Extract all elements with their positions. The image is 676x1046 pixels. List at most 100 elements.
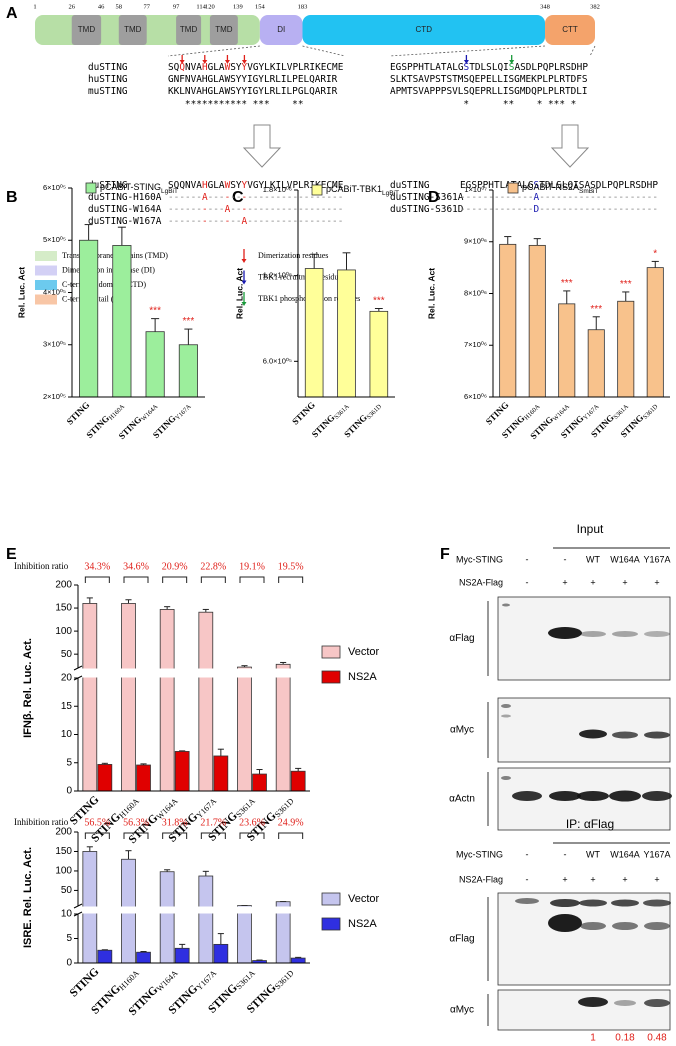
bar bbox=[79, 239, 99, 398]
inhibition-ratio: 56.3% bbox=[123, 817, 149, 828]
residue: Q bbox=[613, 180, 619, 191]
y-tick-label: 8×10⁰⁶ bbox=[464, 288, 487, 297]
residue: I bbox=[309, 62, 315, 73]
residue: - bbox=[483, 192, 489, 203]
bracket bbox=[84, 576, 110, 583]
residue: - bbox=[494, 192, 500, 203]
residue: A bbox=[219, 62, 225, 73]
residue: - bbox=[185, 216, 191, 227]
bracket bbox=[123, 832, 149, 839]
residue: A bbox=[517, 180, 523, 191]
band bbox=[579, 729, 607, 739]
legend-label: Dimerization interphase (DI) bbox=[62, 265, 155, 274]
residue: - bbox=[236, 192, 242, 203]
residue: I bbox=[503, 62, 509, 73]
residue: L bbox=[551, 180, 557, 191]
antibody-label: αActn bbox=[449, 794, 475, 805]
domain-label: TMD bbox=[180, 25, 198, 34]
band bbox=[612, 922, 638, 930]
residue: - bbox=[253, 192, 259, 203]
inhibition-ratio: 23.6% bbox=[239, 817, 265, 828]
residue: - bbox=[174, 216, 180, 227]
residue: - bbox=[556, 192, 562, 203]
residue: - bbox=[298, 204, 304, 215]
residue: - bbox=[545, 192, 551, 203]
residue: - bbox=[522, 204, 528, 215]
lane-label: + bbox=[590, 577, 595, 587]
residue: K bbox=[270, 180, 276, 191]
residue: - bbox=[281, 204, 287, 215]
x-tick-label-main: STING bbox=[126, 984, 160, 1018]
residue: P bbox=[483, 180, 489, 191]
residue: - bbox=[202, 216, 208, 227]
sequence: -------------A----------------- bbox=[168, 216, 343, 227]
residue: A bbox=[202, 192, 208, 203]
legend-label-main: Vector bbox=[348, 893, 380, 905]
significance: * bbox=[653, 248, 657, 259]
residue-arrow-head bbox=[241, 302, 247, 306]
domain bbox=[118, 15, 147, 45]
bracket bbox=[239, 832, 265, 839]
residue: - bbox=[287, 204, 293, 215]
residue: - bbox=[601, 192, 607, 203]
residue: P bbox=[292, 62, 298, 73]
residue: C bbox=[326, 62, 332, 73]
row-label: Myc-STING bbox=[456, 849, 503, 859]
legend-label-sub: SmBiT bbox=[579, 188, 598, 195]
residue: - bbox=[287, 216, 293, 227]
lane-label: + bbox=[622, 577, 627, 587]
residue: V bbox=[247, 62, 253, 73]
band bbox=[501, 704, 511, 708]
significance: *** bbox=[590, 304, 602, 315]
residue: - bbox=[562, 192, 568, 203]
band bbox=[515, 898, 539, 904]
lane-label: Y167A bbox=[643, 554, 670, 564]
residue: - bbox=[281, 192, 287, 203]
antibody-label: αMyc bbox=[450, 1005, 474, 1016]
position-label: 58 bbox=[116, 3, 123, 10]
residue: I bbox=[275, 62, 281, 73]
y-tick-label: 10 bbox=[61, 909, 73, 920]
residue-arrow-head bbox=[241, 280, 247, 285]
lane-label: + bbox=[654, 874, 659, 884]
inhibition-ratio: 21.7% bbox=[200, 817, 226, 828]
residue: H bbox=[577, 62, 583, 73]
axis-break-mark bbox=[73, 665, 83, 671]
lane-label: W164A bbox=[610, 849, 640, 859]
residue: E bbox=[338, 62, 344, 73]
projection-line bbox=[302, 45, 346, 57]
position-label: 77 bbox=[143, 3, 150, 10]
bracket bbox=[84, 832, 110, 839]
band bbox=[609, 790, 641, 802]
residue: - bbox=[174, 192, 180, 203]
residue: P bbox=[477, 180, 483, 191]
inhibition-ratio: 34.6% bbox=[123, 561, 149, 572]
residue: V bbox=[287, 62, 293, 73]
sequence-name: duSTING-H160A bbox=[88, 192, 162, 203]
residue: - bbox=[466, 204, 472, 215]
inhibition-ratio: 56.5% bbox=[84, 817, 110, 828]
x-tick-label: STINGS361D bbox=[342, 400, 384, 442]
residue: - bbox=[471, 192, 477, 203]
y-axis-label: Rel. Luc. Act bbox=[16, 267, 26, 318]
residue: Y bbox=[236, 180, 242, 191]
bar bbox=[213, 755, 229, 792]
sequence: KKLNVAHGLAWSYYIGYLRLILPGLQARIR bbox=[168, 86, 338, 97]
residue: - bbox=[635, 192, 641, 203]
y-tick-label: 6.0×10⁰⁵ bbox=[263, 356, 292, 365]
residue: S bbox=[230, 180, 236, 191]
band bbox=[580, 922, 606, 930]
position-label: 26 bbox=[68, 3, 75, 10]
x-tick-label: STINGY167A bbox=[151, 400, 193, 442]
panel-label: A bbox=[6, 5, 18, 22]
legend-swatch bbox=[321, 670, 341, 684]
band bbox=[548, 914, 582, 932]
bar bbox=[499, 243, 517, 398]
y-tick-label: 1×10⁰⁷ bbox=[464, 185, 487, 194]
residue: Q bbox=[179, 62, 185, 73]
residue: N bbox=[185, 62, 191, 73]
residue: - bbox=[652, 204, 658, 215]
residue: - bbox=[652, 192, 658, 203]
residue: - bbox=[332, 216, 338, 227]
